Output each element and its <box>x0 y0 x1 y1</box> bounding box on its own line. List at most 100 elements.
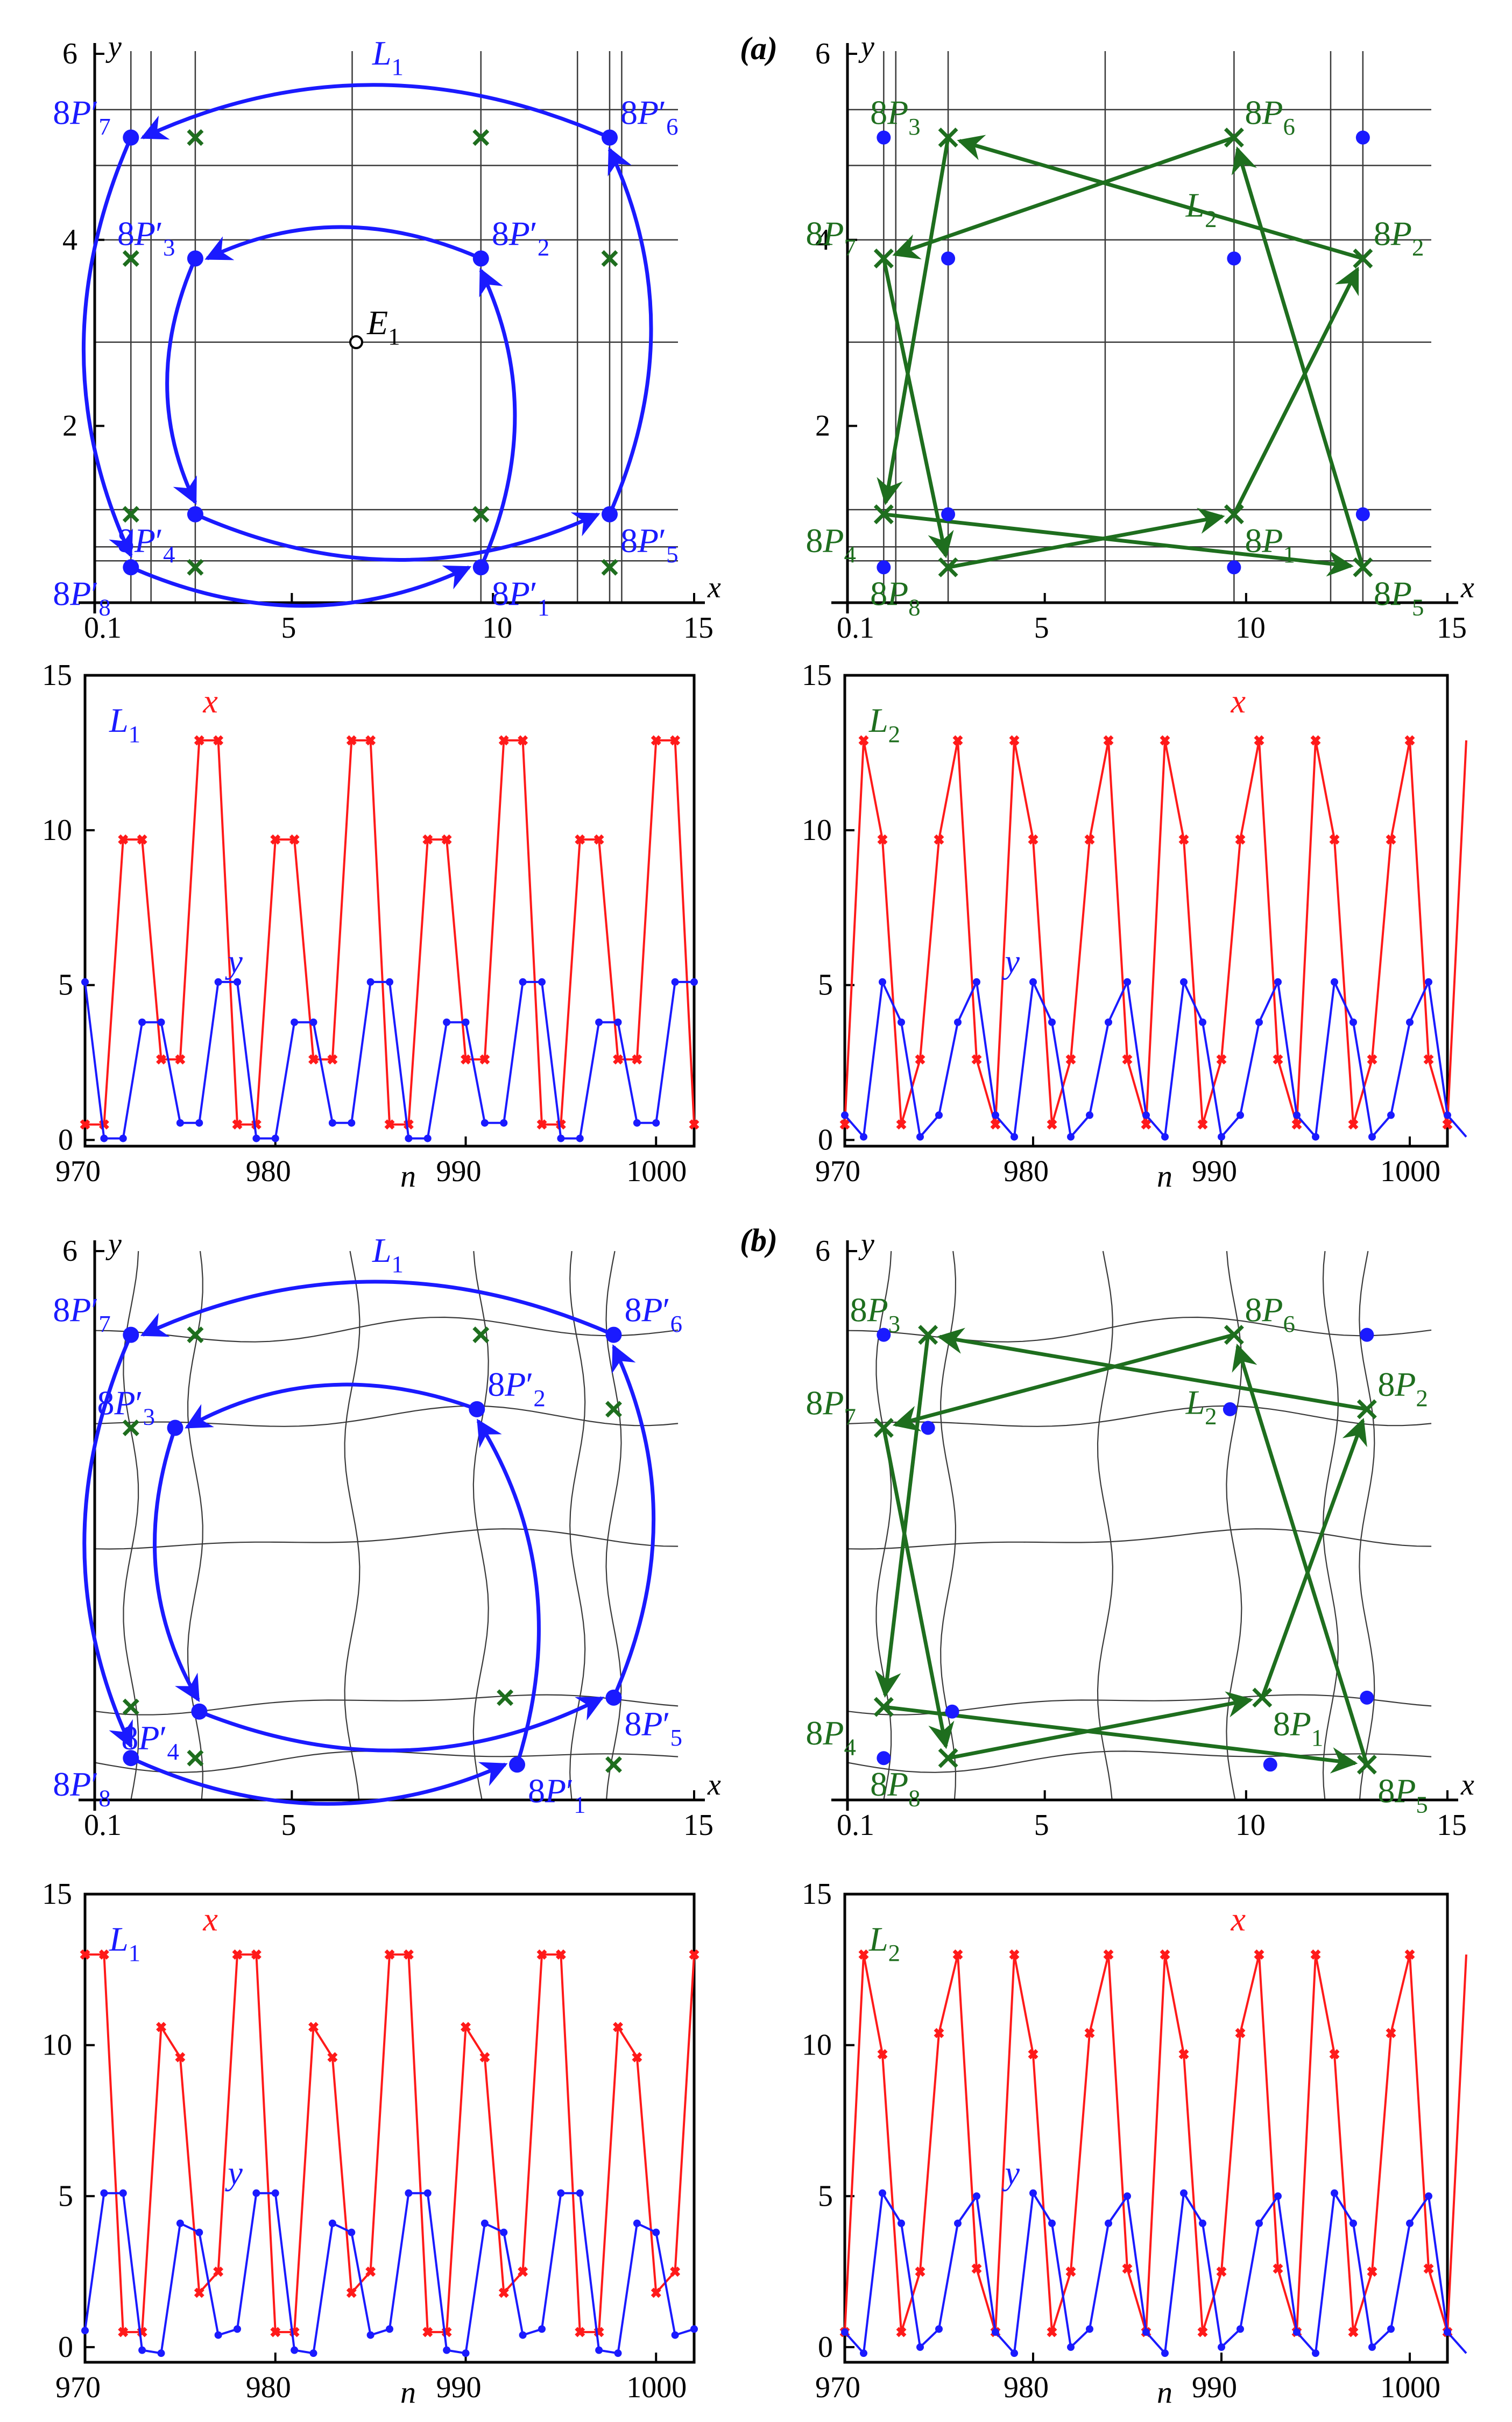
series-point-y <box>366 978 375 986</box>
series-point-y <box>633 1119 641 1127</box>
orbit-point <box>123 1326 139 1343</box>
series-point-y <box>1048 1018 1056 1026</box>
series-point-y <box>214 978 222 986</box>
x-tick-label: 5 <box>281 1809 296 1842</box>
orbit-arrow <box>199 1696 604 1753</box>
manifold-curve-y <box>94 1316 679 1343</box>
x-tick-label: 0.1 <box>837 1809 874 1842</box>
series-point-y <box>1350 1018 1357 1026</box>
series-point-y <box>462 1018 470 1026</box>
series-line-y <box>844 2190 1467 2356</box>
x-tick-label: 990 <box>1192 2371 1237 2404</box>
series-point-y <box>557 2189 565 2197</box>
dot-marker <box>877 560 891 575</box>
y-axis-label: y <box>105 30 122 63</box>
series-point-y <box>138 1018 146 1026</box>
series-label-x: x <box>202 1901 218 1938</box>
series-point-y <box>992 2328 999 2336</box>
series-point-y <box>291 1018 299 1026</box>
timeseries-plot-b-right-timeseries: 970 980 990 1000 0 5 10 15 n x y L2 <box>802 1877 1467 2410</box>
series-point-x <box>952 1949 963 1960</box>
x-tick-label: 10 <box>1235 611 1266 645</box>
series-point-x <box>1160 735 1170 746</box>
series-point-x <box>1254 735 1264 746</box>
series-point-x <box>877 834 888 845</box>
series-point-y <box>386 978 393 986</box>
dot-marker <box>1263 1757 1277 1772</box>
y-tick-label: 6 <box>815 37 830 70</box>
cross-marker <box>122 506 139 523</box>
series-point-x <box>1367 1054 1377 1065</box>
orbit-arrow <box>194 512 600 562</box>
x-tick-label: 15 <box>1437 611 1467 645</box>
orbit-point-label: 8P′4 <box>121 1719 179 1765</box>
series-point-y <box>1067 2343 1075 2351</box>
orbit-point-label: 8P′5 <box>624 1705 682 1751</box>
cross-marker <box>187 1749 204 1767</box>
cross-marker <box>497 1689 514 1706</box>
series-point-x <box>1235 834 1246 845</box>
series-point-x <box>1348 1119 1359 1130</box>
series-point-x <box>934 2028 944 2038</box>
series-point-x <box>1442 1119 1453 1130</box>
series-point-x <box>1291 1119 1302 1130</box>
y-tick-label: 4 <box>62 223 77 257</box>
dot-marker <box>1355 130 1370 145</box>
orbit-arrow <box>607 147 653 516</box>
dot-marker <box>877 130 891 145</box>
orbit-point-label: 8P′4 <box>117 521 175 568</box>
series-point-x <box>1028 2049 1038 2059</box>
series-point-x <box>575 834 585 845</box>
orbit-point <box>873 1697 894 1717</box>
y-tick-label: 10 <box>42 2029 72 2062</box>
series-point-x <box>461 2022 471 2032</box>
x-tick-label: 970 <box>55 1155 101 1188</box>
equilibrium-label: E1 <box>366 303 400 350</box>
orbit-point <box>1224 1325 1244 1345</box>
orbit-point <box>938 128 958 148</box>
series-point-y <box>81 978 89 986</box>
y-tick-label: 15 <box>802 659 832 692</box>
series-point-y <box>234 978 241 986</box>
series-point-x <box>1103 1949 1114 1960</box>
x-tick-label: 1000 <box>1380 1155 1440 1188</box>
series-point-y <box>935 1111 943 1119</box>
cross-marker <box>601 559 618 576</box>
y-tick-label: 6 <box>815 1234 830 1268</box>
orbit-point <box>1224 504 1244 525</box>
x-tick-label: 990 <box>1192 1155 1237 1188</box>
series-line-x <box>844 1954 1467 2333</box>
series-point-x <box>137 834 147 845</box>
series-point-y <box>614 1018 622 1026</box>
phase-plots: 0.1 5 10 15 2 4 6 x y 8P′1 8P′2 8P′3 8P′4 8P′5 8P′6 8P′… <box>53 30 1474 1842</box>
series-line-x <box>85 1953 695 2333</box>
y-tick-label: 6 <box>62 1234 77 1268</box>
series-point-y <box>860 2349 867 2357</box>
phase-plot-a-right: 0.1 5 10 15 2 4 6 x y 8P1 8P2 8P3 8P4 8P5 8P6 8P7 8P8 L2 <box>806 30 1474 645</box>
phase-plot-b-right: 0.1 5 10 15 6 x y 8P1 8P2 8P3 8P4 8P5 8P6 8P7 8P8 L2 <box>806 1227 1474 1842</box>
series-point-x <box>346 2287 357 2298</box>
series-point-x <box>1254 1949 1264 1960</box>
series-point-y <box>652 1119 660 1127</box>
y-tick-label: 0 <box>58 2331 73 2364</box>
series-point-y <box>1406 2219 1414 2227</box>
x-tick-label: 5 <box>1034 1809 1049 1842</box>
orbit-point-label: 8P′1 <box>492 574 550 620</box>
series-point-x <box>1084 2028 1095 2038</box>
series-point-x <box>1197 2327 1208 2338</box>
x-tick-label: 970 <box>815 1155 860 1188</box>
series-point-y <box>138 2346 146 2354</box>
series-point-y <box>841 1111 849 1119</box>
y-tick-label: 0 <box>818 2331 833 2364</box>
series-label-x: x <box>1231 1901 1246 1938</box>
cross-marker <box>472 1326 490 1344</box>
series-point-x <box>1329 2049 1340 2059</box>
series-point-y <box>898 2219 905 2227</box>
series-point-y <box>671 2331 679 2339</box>
orbit-point <box>472 250 489 267</box>
x-tick-label: 10 <box>1235 1809 1266 1842</box>
series-point-y <box>1425 2192 1432 2200</box>
series-point-x <box>1273 2263 1283 2274</box>
series-label-x: x <box>1231 683 1246 720</box>
